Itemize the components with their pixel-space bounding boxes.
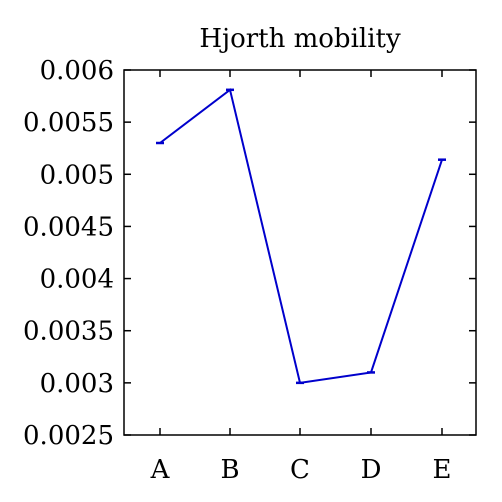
- y-tick-label: 0.0045: [23, 212, 114, 242]
- y-tick-label: 0.006: [40, 56, 114, 86]
- x-tick-label: A: [150, 455, 171, 485]
- series-layer: [156, 88, 446, 385]
- y-axis-ticks: 0.0025 0.003 0.0035 0.004 0.0045 0.005 0.0055 0…: [23, 56, 476, 451]
- x-tick-label: C: [290, 455, 310, 485]
- y-tick-label: 0.0055: [23, 108, 114, 138]
- y-tick-label: 0.005: [40, 160, 114, 190]
- x-axis-ticks: A B C D E: [150, 70, 452, 485]
- y-tick-label: 0.0025: [23, 421, 114, 451]
- y-tick-label: 0.0035: [23, 317, 114, 347]
- x-tick-label: D: [361, 455, 382, 485]
- x-tick-label: B: [220, 455, 239, 485]
- series-line: [159, 88, 443, 384]
- y-tick-label: 0.003: [40, 369, 114, 399]
- x-tick-label: E: [433, 455, 452, 485]
- chart-title: Hjorth mobility: [199, 24, 401, 54]
- y-tick-label: 0.004: [40, 265, 114, 295]
